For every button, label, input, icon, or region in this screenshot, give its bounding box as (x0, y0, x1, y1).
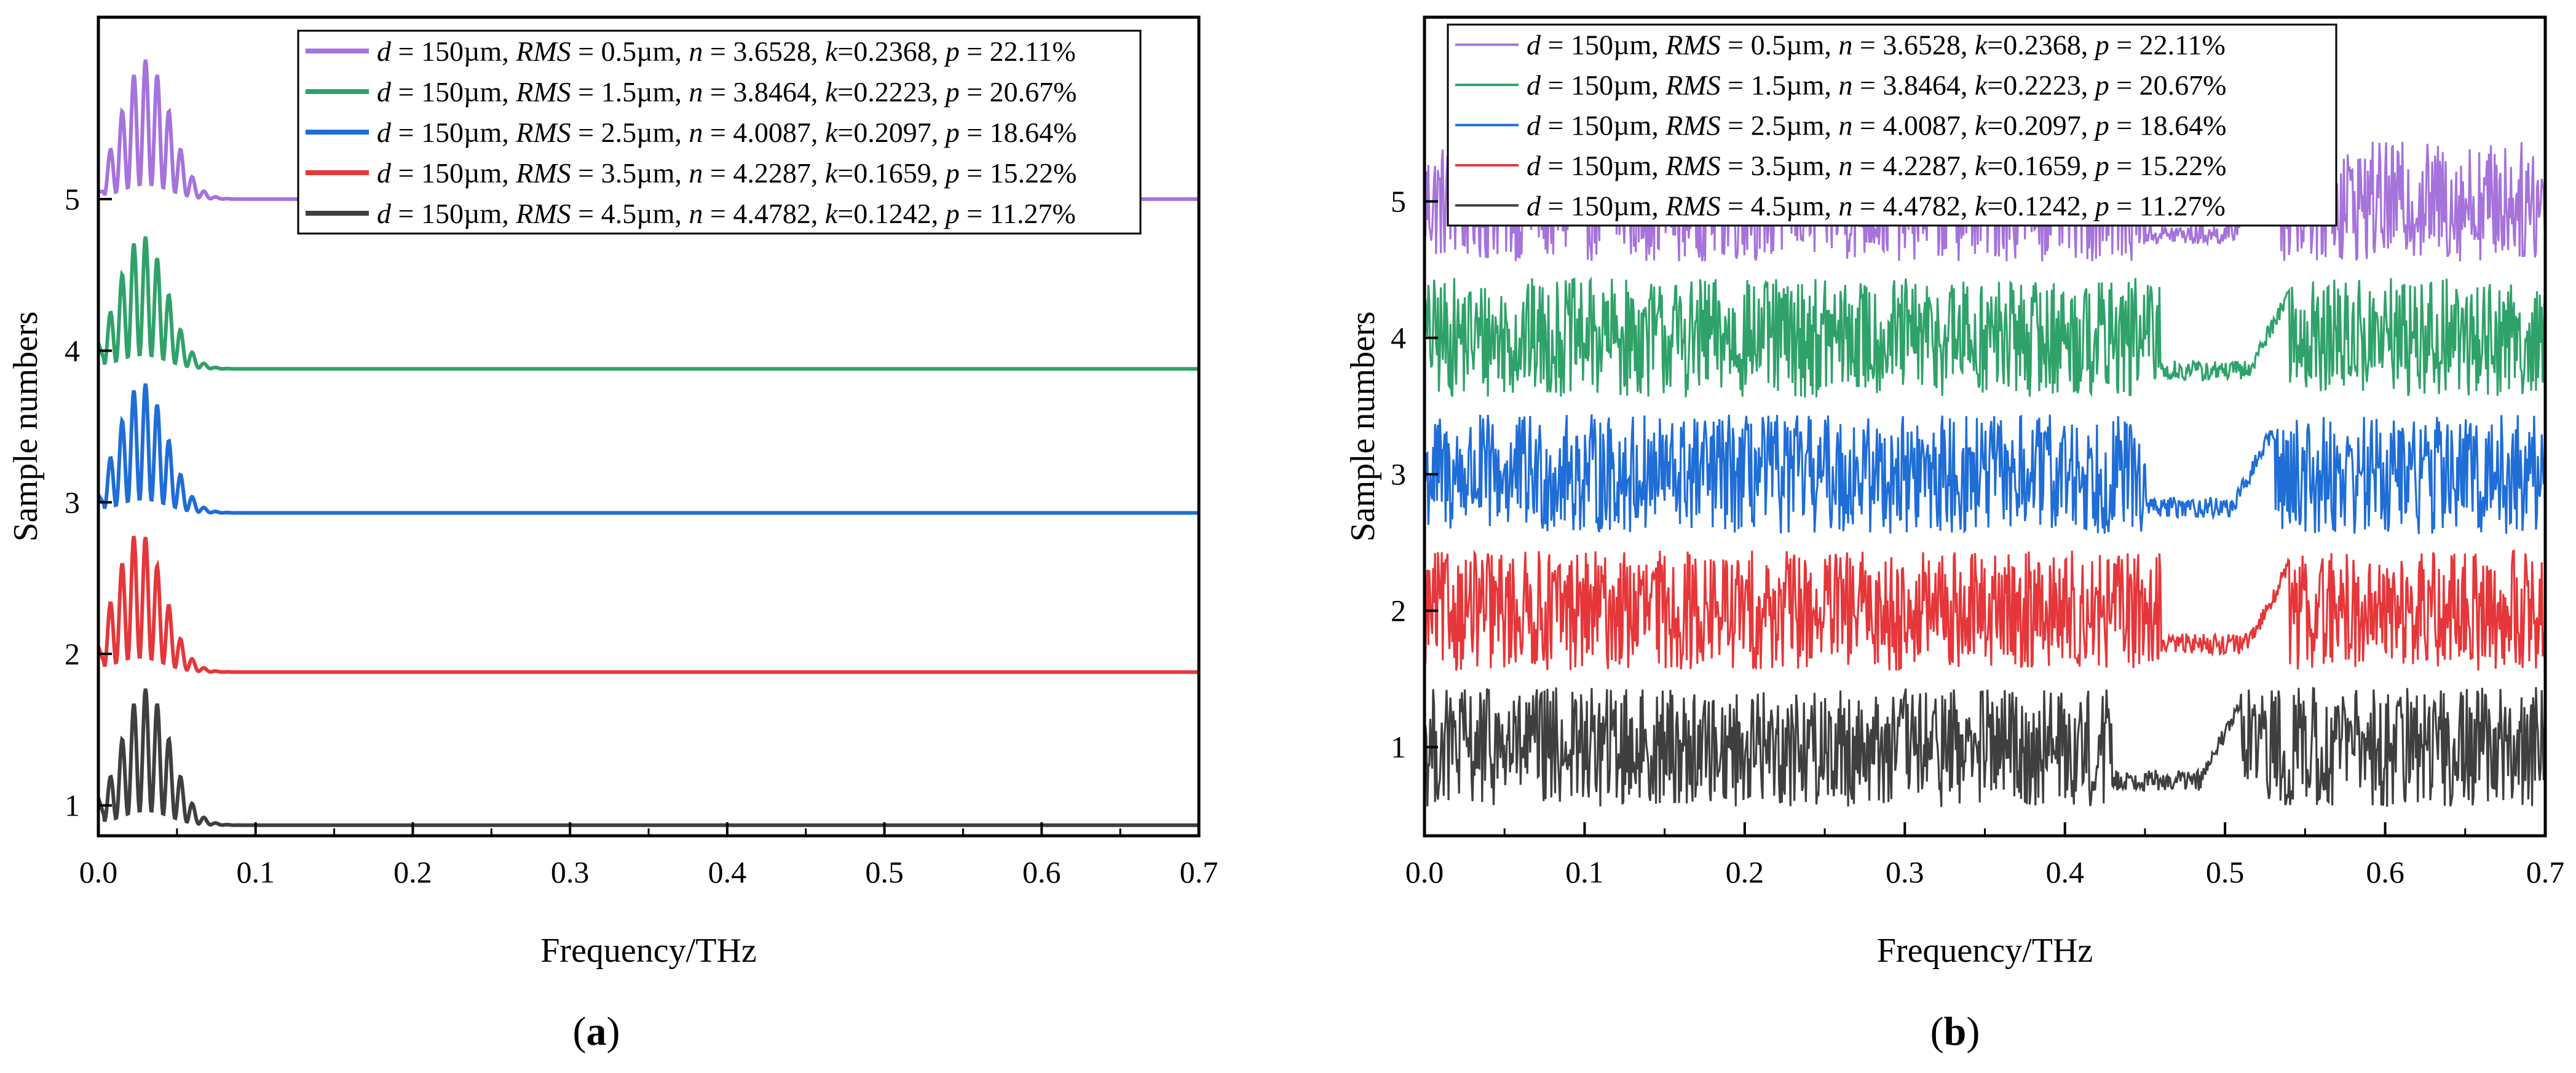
x-axis-label: Frequency/THz (1877, 932, 2093, 970)
legend-entry-3: d = 150µm, RMS = 2.5µm, n = 4.0087, k=0.… (1527, 110, 2226, 141)
x-tick-label: 0.7 (2526, 855, 2565, 889)
legend-entry-1: d = 150µm, RMS = 4.5µm, n = 4.4782, k=0.… (377, 198, 1076, 229)
legend-entry-4: d = 150µm, RMS = 1.5µm, n = 3.8464, k=0.… (377, 76, 1077, 108)
panel-b: 0.0 0.1 0.2 0.3 0.4 0.5 0.6 0.7 1 2 3 4 5 Frequency/T… (1344, 15, 2565, 1054)
plot-area (1424, 138, 2545, 808)
y-axis-label: Sample numbers (1344, 312, 1382, 542)
x-tick-label: 0.5 (2206, 855, 2245, 889)
legend-entry-2: d = 150µm, RMS = 3.5µm, n = 4.2287, k=0.… (377, 157, 1077, 189)
y-tick-label: 4 (1391, 321, 1406, 355)
x-tick-label: 0.6 (1022, 855, 1061, 889)
y-tick-label: 3 (1391, 457, 1406, 492)
legend-entry-4: d = 150µm, RMS = 1.5µm, n = 3.8464, k=0.… (1527, 69, 2226, 101)
series-line-3 (98, 383, 1199, 515)
x-tick-label: 0.0 (1405, 855, 1444, 889)
panel-a: 0.0 0.1 0.2 0.3 0.4 0.5 0.6 0.7 1 2 3 4 5 Frequency/T… (7, 15, 1219, 1054)
y-tick-label: 2 (65, 637, 80, 671)
x-axis-label: Frequency/THz (540, 932, 756, 970)
x-tick-label: 0.3 (1886, 855, 1924, 889)
series-line-1 (1424, 686, 2545, 808)
legend-entry-2: d = 150µm, RMS = 3.5µm, n = 4.2287, k=0.… (1527, 150, 2226, 181)
panel-caption: (b) (1930, 1009, 1980, 1054)
x-tick-label: 0.7 (1180, 855, 1219, 889)
y-tick-label: 5 (65, 182, 80, 216)
y-tick-label: 3 (65, 485, 80, 519)
y-tick-label: 1 (65, 788, 80, 823)
legend-entry-3: d = 150µm, RMS = 2.5µm, n = 4.0087, k=0.… (377, 117, 1077, 148)
series-line-3 (1424, 414, 2545, 535)
x-tick-label: 0.2 (1726, 855, 1764, 889)
x-tick-label: 0.4 (2045, 855, 2084, 889)
x-tick-label: 0.6 (2366, 855, 2404, 889)
y-axis-label: Sample numbers (7, 312, 45, 542)
legend-box (297, 29, 1142, 235)
legend-entry-1: d = 150µm, RMS = 4.5µm, n = 4.4782, k=0.… (1527, 190, 2226, 221)
series-line-4 (98, 236, 1199, 371)
series-line-4 (1424, 276, 2545, 398)
x-tick-label: 0.3 (551, 855, 590, 889)
x-tick-label: 0.1 (1565, 855, 1604, 889)
x-tick-label: 0.2 (393, 855, 432, 889)
legend-entry-5: d = 150µm, RMS = 0.5µm, n = 3.6528, k=0.… (1527, 29, 2226, 61)
series-line-2 (98, 535, 1199, 674)
x-tick-label: 0.1 (236, 855, 275, 889)
series-line-2 (1424, 549, 2545, 671)
series-line-1 (98, 688, 1199, 827)
y-tick-label: 4 (65, 334, 80, 368)
x-tick-label: 0.0 (79, 855, 118, 889)
x-tick-label: 0.4 (708, 855, 747, 889)
panel-caption: (a) (573, 1009, 620, 1054)
legend-entry-5: d = 150µm, RMS = 0.5µm, n = 3.6528, k=0.… (377, 36, 1076, 67)
legend-box (1447, 23, 2337, 227)
y-tick-label: 1 (1391, 730, 1406, 764)
y-tick-label: 2 (1391, 594, 1406, 628)
x-tick-label: 0.5 (865, 855, 904, 889)
y-tick-label: 5 (1391, 184, 1406, 219)
